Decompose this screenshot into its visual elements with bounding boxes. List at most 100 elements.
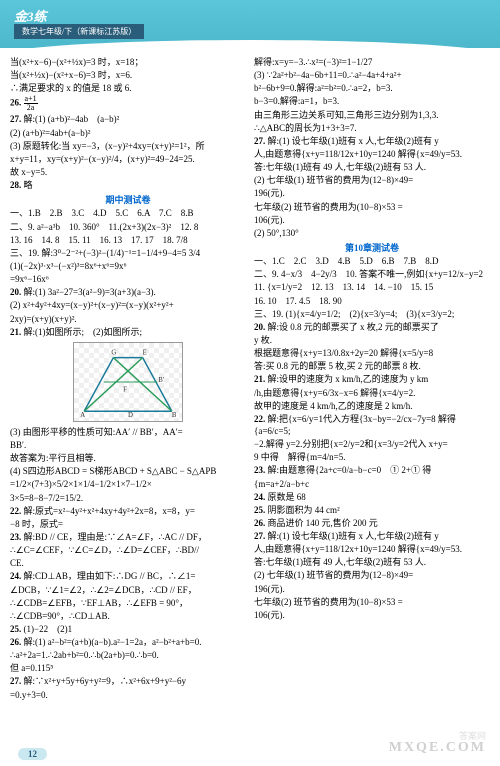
text: 196(元).: [254, 583, 490, 595]
text: ∠DCB，∵∠1=∠2，∴∠2=∠DCB，∴CD // EF，: [10, 584, 246, 596]
text: (2) x²+4y²+4xy=(x−y)²+(x−y)²=(x−y)(x²+y²…: [10, 299, 246, 311]
q28: 28. 略: [10, 179, 246, 191]
q23: 23. 解:BD // CE，理由是:∵∠A=∠F，∴AC // DF，: [10, 531, 246, 543]
text: BB′.: [10, 439, 246, 451]
left-column: 当(x²+x−6)−(x²+½x)=3 时，x=18； 当(x²+½x)−(x²…: [10, 56, 246, 702]
text: 七年级(2) 班节省的费用为(10−8)×53 =: [254, 201, 490, 213]
text: CE.: [10, 557, 246, 569]
text: y 枚.: [254, 334, 490, 346]
q20: 20. 解:(1) 3a²−27=3(a²−9)=3(a+3)(a−3).: [10, 286, 246, 298]
text: {m=a+2/a−b+c: [254, 478, 490, 490]
q26b: 26. 解:(1) a²−b²=(a+b)(a−b).a²−1=2a，a²−b²…: [10, 636, 246, 648]
text: (2) 50°,130°: [254, 227, 490, 239]
q24: 24. 原数是 68: [254, 491, 490, 503]
text: ∴∠CDB=90°，∴CD⊥AB.: [10, 610, 246, 622]
text: (3) 由图形平移的性质可知:AA′ // BB′，AA′=: [10, 426, 246, 438]
text: 106(元).: [254, 214, 490, 226]
text: 但 a=0.115⁵: [10, 662, 246, 674]
text: ∴∠CDB=∠EFB，∵EF⊥AB，∴∠EFB = 90°，: [10, 597, 246, 609]
text: (2) 七年级(1) 班节省的费用为(12−8)×49=: [254, 569, 490, 581]
text: 13. 16 14. 8 15. 11 16. 13 17. 17 18. 7/…: [10, 234, 246, 246]
q22: 22. 解:把{x=6/y=1代入方程{3x−by=−2/cx−7y=8 解得{…: [254, 413, 490, 437]
section1: 一、1.B 2.B 3.C 4.D 5.C 6.A 7.C 8.B: [10, 207, 246, 219]
mid-exam-title: 期中测试卷: [10, 194, 246, 206]
svg-text:A: A: [80, 412, 85, 419]
q22: 22. 解:原式=x²−4y²+x²+4xy+4y²+2x=8，x=8，y=: [10, 505, 246, 517]
text: ∴a²+2a=1.∴2ab+b²=0.∴b(2a+b)=0.∴b=0.: [10, 649, 246, 661]
text: 故答案为:平行且相等.: [10, 452, 246, 464]
text: b²−6b+9=0.解得:a²=b²=0.∴a=2，b=3.: [254, 82, 490, 94]
section1: 一、1.C 2.C 3.D 4.B 5.D 6.B 7.B 8.D: [254, 255, 490, 267]
ch10-title: 第10章测试卷: [254, 242, 490, 254]
q25: 25. (1)−22 (2)1: [10, 623, 246, 635]
text: (1)(−2x)³·x³−(−x²)³=8x⁶+x⁶=9x⁶: [10, 260, 246, 272]
page-header: 金3练 数学七年级/下（新课标江苏版）: [0, 0, 500, 48]
text: (3) ∵2a²+b²−4a−6b+11=0.∴a²−4a+4+a²+: [254, 69, 490, 81]
text: 解得:x=y=−3.∴x²=(−3)²=1−1/27: [254, 56, 490, 68]
text: (2) (a+b)²=4ab+(a−b)²: [10, 127, 246, 139]
q27: 27. 解:(1) 设七年级(1)班有 x 人,七年级(2)班有 y: [254, 530, 490, 542]
page-number: 12: [18, 748, 47, 760]
text: ∴∠C=∠CEF，∵∠C=∠D，∴∠D=∠CEF，∴BD//: [10, 544, 246, 556]
svg-text:F: F: [123, 387, 127, 394]
text: 当(x²+x−6)−(x²+½x)=3 时，x=18；: [10, 56, 246, 68]
text: 106(元).: [254, 609, 490, 621]
q27c: 27. 解:∵x²+y+5y+6y+y²=9，∴x²+6x+9+y²−6y: [10, 675, 246, 687]
q27: 27. 解:(1) (a+b)²−4ab (a−b)²: [10, 113, 246, 125]
text: x+y=11，xy=(x+y)²−(x−y)²/4，(x+y)²=49−24=2…: [10, 153, 246, 165]
svg-text:B: B: [172, 412, 177, 419]
text: 11. {x=1/y=2 12. 13 13. 14 14. −10 15. 1…: [254, 281, 490, 293]
book-subtitle: 数学七年级/下（新课标江苏版）: [14, 24, 144, 39]
book-title: 金3练: [14, 6, 47, 25]
section2: 二、9. a²−a³b 10. 360° 11.(2x+3)(2x−3)² 12…: [10, 221, 246, 233]
q26: 26. 商品进价 140 元,售价 200 元: [254, 517, 490, 529]
text: =1/2×(7+3)×5/2×1×1/4−1/2×1×7−1/2×: [10, 478, 246, 490]
geometry-diagram: A B G E F B' D: [73, 342, 183, 422]
section2: 二、9. 4−x/3 4−2y/3 10. 答案不唯一,例如{x+y=12/x−…: [254, 268, 490, 280]
text: 故甲的速度是 4 km/h,乙的速度是 2 km/h.: [254, 400, 490, 412]
text: 答:买 0.8 元的邮票 5 枚,买 2 元的邮票 8 枚.: [254, 360, 490, 372]
q24: 24. 解:CD⊥AB，理由如下:∴DG // BC，∴∠1=: [10, 570, 246, 582]
text: 16. 10 17. 4.5 18. 90: [254, 295, 490, 307]
text: 答:七年级(1)班有 49 人,七年级(2)班有 53 人.: [254, 556, 490, 568]
text: 196(元).: [254, 187, 490, 199]
section3: 三、19. 解:3⁰−2⁻²+(−3)²−(1/4)⁻¹=1−1/4+9−4=5…: [10, 247, 246, 259]
q25: 25. 阴影面积为 44 cm²: [254, 504, 490, 516]
text: b−3=0.解得:a=1，b=3.: [254, 95, 490, 107]
right-column: 解得:x=y=−3.∴x²=(−3)²=1−1/27 (3) ∵2a²+b²−4…: [254, 56, 490, 702]
q27: 27. 解:(1) 设七年级(1)班有 x 人,七年级(2)班有 y: [254, 135, 490, 147]
q21: 21. 解:设甲的速度为 x km/h,乙的速度为 y km: [254, 373, 490, 385]
text: 七年级(2) 班节省的费用为(10−8)×53 =: [254, 596, 490, 608]
main-content: 当(x²+x−6)−(x²+½x)=3 时，x=18； 当(x²+½x)−(x²…: [0, 48, 500, 706]
text: /h,由题意得{x+y=6/3x−x=6 解得{x=4/y=2.: [254, 387, 490, 399]
text: =9x⁶−16x⁶: [10, 273, 246, 285]
text: 当(x²+½x)−(x²+x−6)=3 时，x=6.: [10, 69, 246, 81]
text: =0.y+3=0.: [10, 689, 246, 701]
text: 2xy)=(x+y)(x+y)².: [10, 313, 246, 325]
svg-text:G: G: [111, 350, 116, 357]
q20: 20. 解:设 0.8 元的邮票买了 x 枚,2 元的邮票买了: [254, 321, 490, 333]
text: −8 时，原式=: [10, 518, 246, 530]
text: ∴△ABC的周长为1+3+3=7.: [254, 122, 490, 134]
q23: 23. 解:由题意得{2a+c=0/a−b−c=0 ① 2+① 得: [254, 464, 490, 476]
text: 3×5=8−8−7/2=15/2.: [10, 492, 246, 504]
svg-text:E: E: [143, 350, 147, 357]
watermark-url: MXQE.COM: [389, 740, 486, 756]
text: (3) 原题转化:当 xy=−3，(x−y)²+4xy=(x+y)²=1²，所: [10, 140, 246, 152]
text: 根据题意得{x+y=13/0.8x+2y=20 解得{x=5/y=8: [254, 347, 490, 359]
svg-text:D: D: [128, 412, 133, 419]
text: 故 x−y=5.: [10, 166, 246, 178]
text: 人,由题意得{x+y=118/12x+10y=1240 解得{x=49/y=53…: [254, 543, 490, 555]
text: ∴满足要求的 x 的值是 18 或 6.: [10, 82, 246, 94]
text: (2) 七年级(1) 班节省的费用为(12−8)×49=: [254, 174, 490, 186]
section3: 三、19. (1){x=4/y=1/2; (2){x=3/y=4; (3){x=…: [254, 308, 490, 320]
text: −2.解得 y=2.分别把{x=2/y=2和{x=3/y=2代入 x+y=: [254, 438, 490, 450]
text: 答:七年级(1)班有 49 人,七年级(2)班有 53 人.: [254, 161, 490, 173]
text: 9 中得 解得{m=4/n=5.: [254, 451, 490, 463]
q21: 21. 解:(1)如图所示; (2)如图所示;: [10, 326, 246, 338]
wave-decoration: [0, 40, 500, 56]
text: (4) S四边形ABCD = S梯形ABCD + S△ABC − S△APB: [10, 465, 246, 477]
svg-text:B': B': [158, 377, 164, 384]
text: 人,由题意得{x+y=118/12x+10y=1240 解得{x=49/y=53…: [254, 148, 490, 160]
text: 由三角形三边关系可知,三角形三边分别为1,3,3.: [254, 109, 490, 121]
